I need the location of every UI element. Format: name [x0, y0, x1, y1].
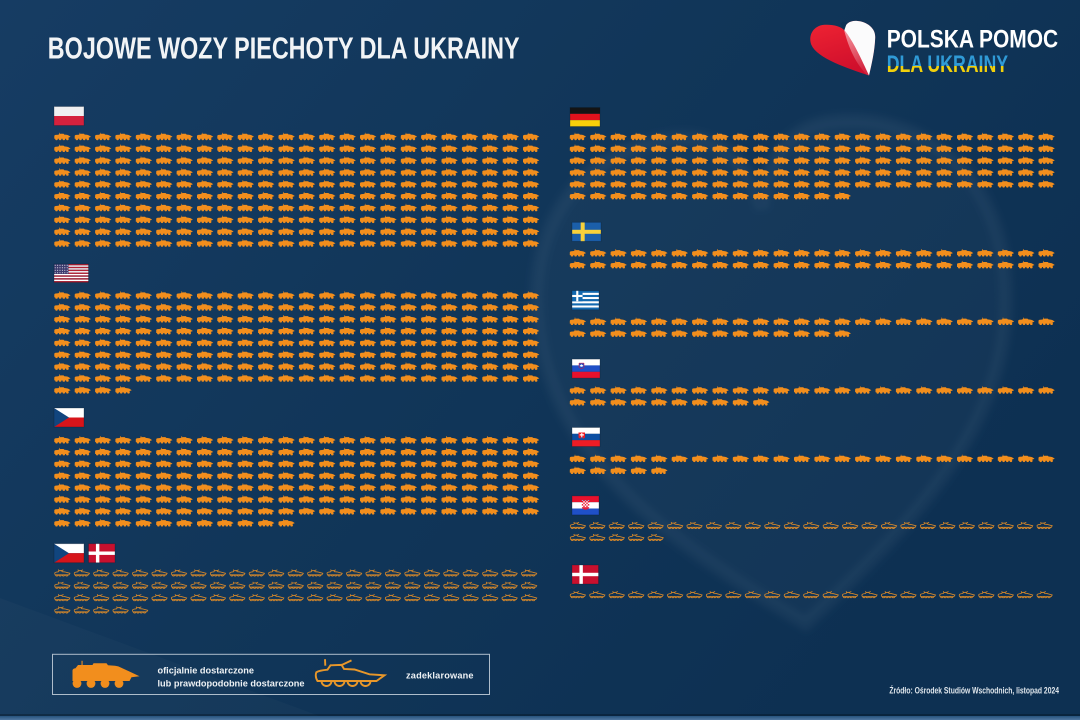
svg-text:lub prawdopodobnie dostarczone: lub prawdopodobnie dostarczone [158, 678, 305, 688]
svg-text:zadeklarowane: zadeklarowane [406, 671, 474, 681]
svg-text:Źródło: Ośrodek Studiów Wschod: Źródło: Ośrodek Studiów Wschodnich, list… [889, 686, 1059, 696]
svg-text:BOJOWE WOZY PIECHOTY DLA UKRAI: BOJOWE WOZY PIECHOTY DLA UKRAINY [48, 30, 520, 65]
svg-text:oficjalnie dostarczone: oficjalnie dostarczone [158, 666, 255, 676]
svg-text:POLSKA POMOC: POLSKA POMOC [887, 25, 1059, 53]
svg-text:DLA UKRAINY: DLA UKRAINY [887, 52, 1008, 78]
